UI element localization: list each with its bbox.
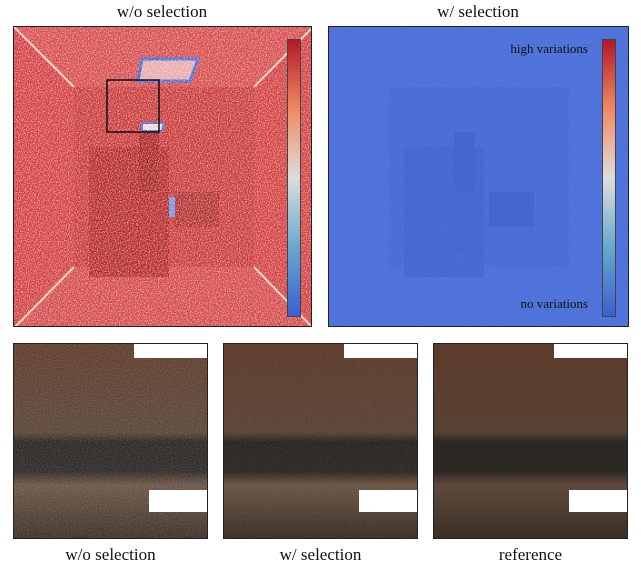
variation-map-without-selection	[13, 26, 312, 327]
left-map-title: w/o selection	[116, 2, 208, 21]
variation-map-with-selection: high variations no variations	[328, 26, 629, 327]
crop-reference	[433, 343, 628, 539]
noisy-heatmap-image	[14, 27, 311, 326]
crop-image-2	[224, 344, 417, 538]
crop-without-selection	[13, 343, 208, 539]
colorbar-low-label: no variations	[520, 296, 588, 311]
crop-with-selection	[223, 343, 418, 539]
smooth-heatmap-image	[329, 27, 628, 326]
colorbar-left	[287, 39, 301, 317]
caption-with-selection: w/ selection	[279, 545, 362, 564]
caption-reference: reference	[498, 545, 563, 564]
selection-box	[106, 79, 160, 133]
crop-image-1	[14, 344, 207, 538]
right-map-title: w/ selection	[437, 2, 519, 21]
caption-without-selection: w/o selection	[65, 545, 156, 564]
colorbar-high-label: high variations	[510, 41, 588, 56]
colorbar-right	[602, 39, 616, 317]
crop-image-3	[434, 344, 627, 538]
